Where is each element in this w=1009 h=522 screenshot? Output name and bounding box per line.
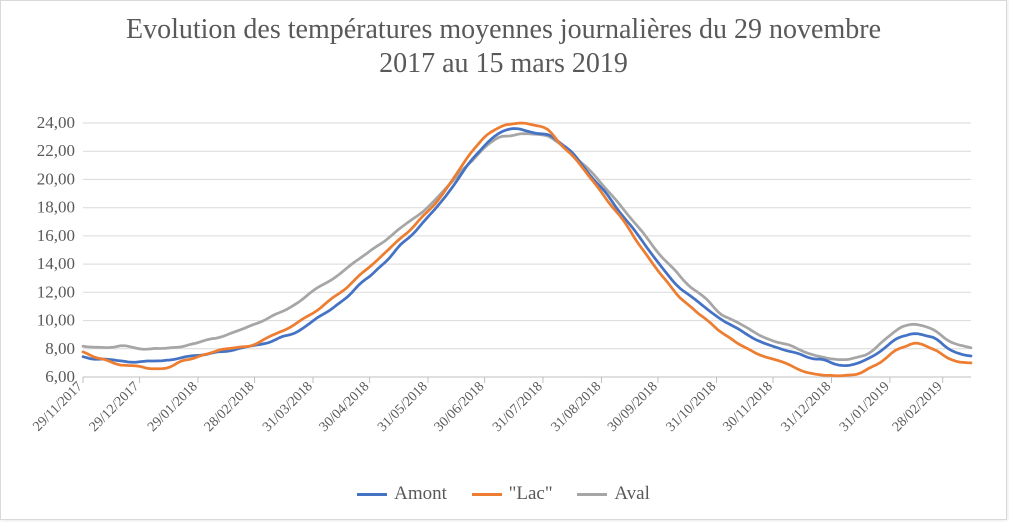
svg-text:31/03/2018: 31/03/2018 (260, 379, 316, 435)
svg-text:31/12/2018: 31/12/2018 (779, 379, 835, 435)
svg-text:22,00: 22,00 (37, 141, 75, 160)
svg-text:30/06/2018: 30/06/2018 (432, 379, 488, 435)
svg-text:30/11/2018: 30/11/2018 (720, 379, 775, 434)
svg-text:14,00: 14,00 (37, 254, 75, 273)
svg-text:10,00: 10,00 (37, 311, 75, 330)
svg-text:31/07/2018: 31/07/2018 (490, 379, 546, 435)
svg-text:31/01/2019: 31/01/2019 (837, 379, 893, 435)
svg-text:29/12/2017: 29/12/2017 (87, 379, 143, 435)
svg-text:31/08/2018: 31/08/2018 (549, 379, 605, 435)
svg-text:28/02/2019: 28/02/2019 (890, 379, 946, 435)
svg-text:24,00: 24,00 (37, 113, 75, 132)
svg-text:12,00: 12,00 (37, 282, 75, 301)
svg-text:30/04/2018: 30/04/2018 (317, 379, 373, 435)
svg-text:29/11/2017: 29/11/2017 (30, 379, 85, 434)
svg-text:31/10/2018: 31/10/2018 (664, 379, 720, 435)
svg-text:18,00: 18,00 (37, 198, 75, 217)
svg-text:29/01/2018: 29/01/2018 (145, 379, 201, 435)
svg-text:20,00: 20,00 (37, 169, 75, 188)
svg-text:16,00: 16,00 (37, 226, 75, 245)
svg-text:30/09/2018: 30/09/2018 (605, 379, 661, 435)
svg-text:8,00: 8,00 (45, 339, 75, 358)
svg-text:28/02/2018: 28/02/2018 (202, 379, 258, 435)
svg-text:31/05/2018: 31/05/2018 (375, 379, 431, 435)
